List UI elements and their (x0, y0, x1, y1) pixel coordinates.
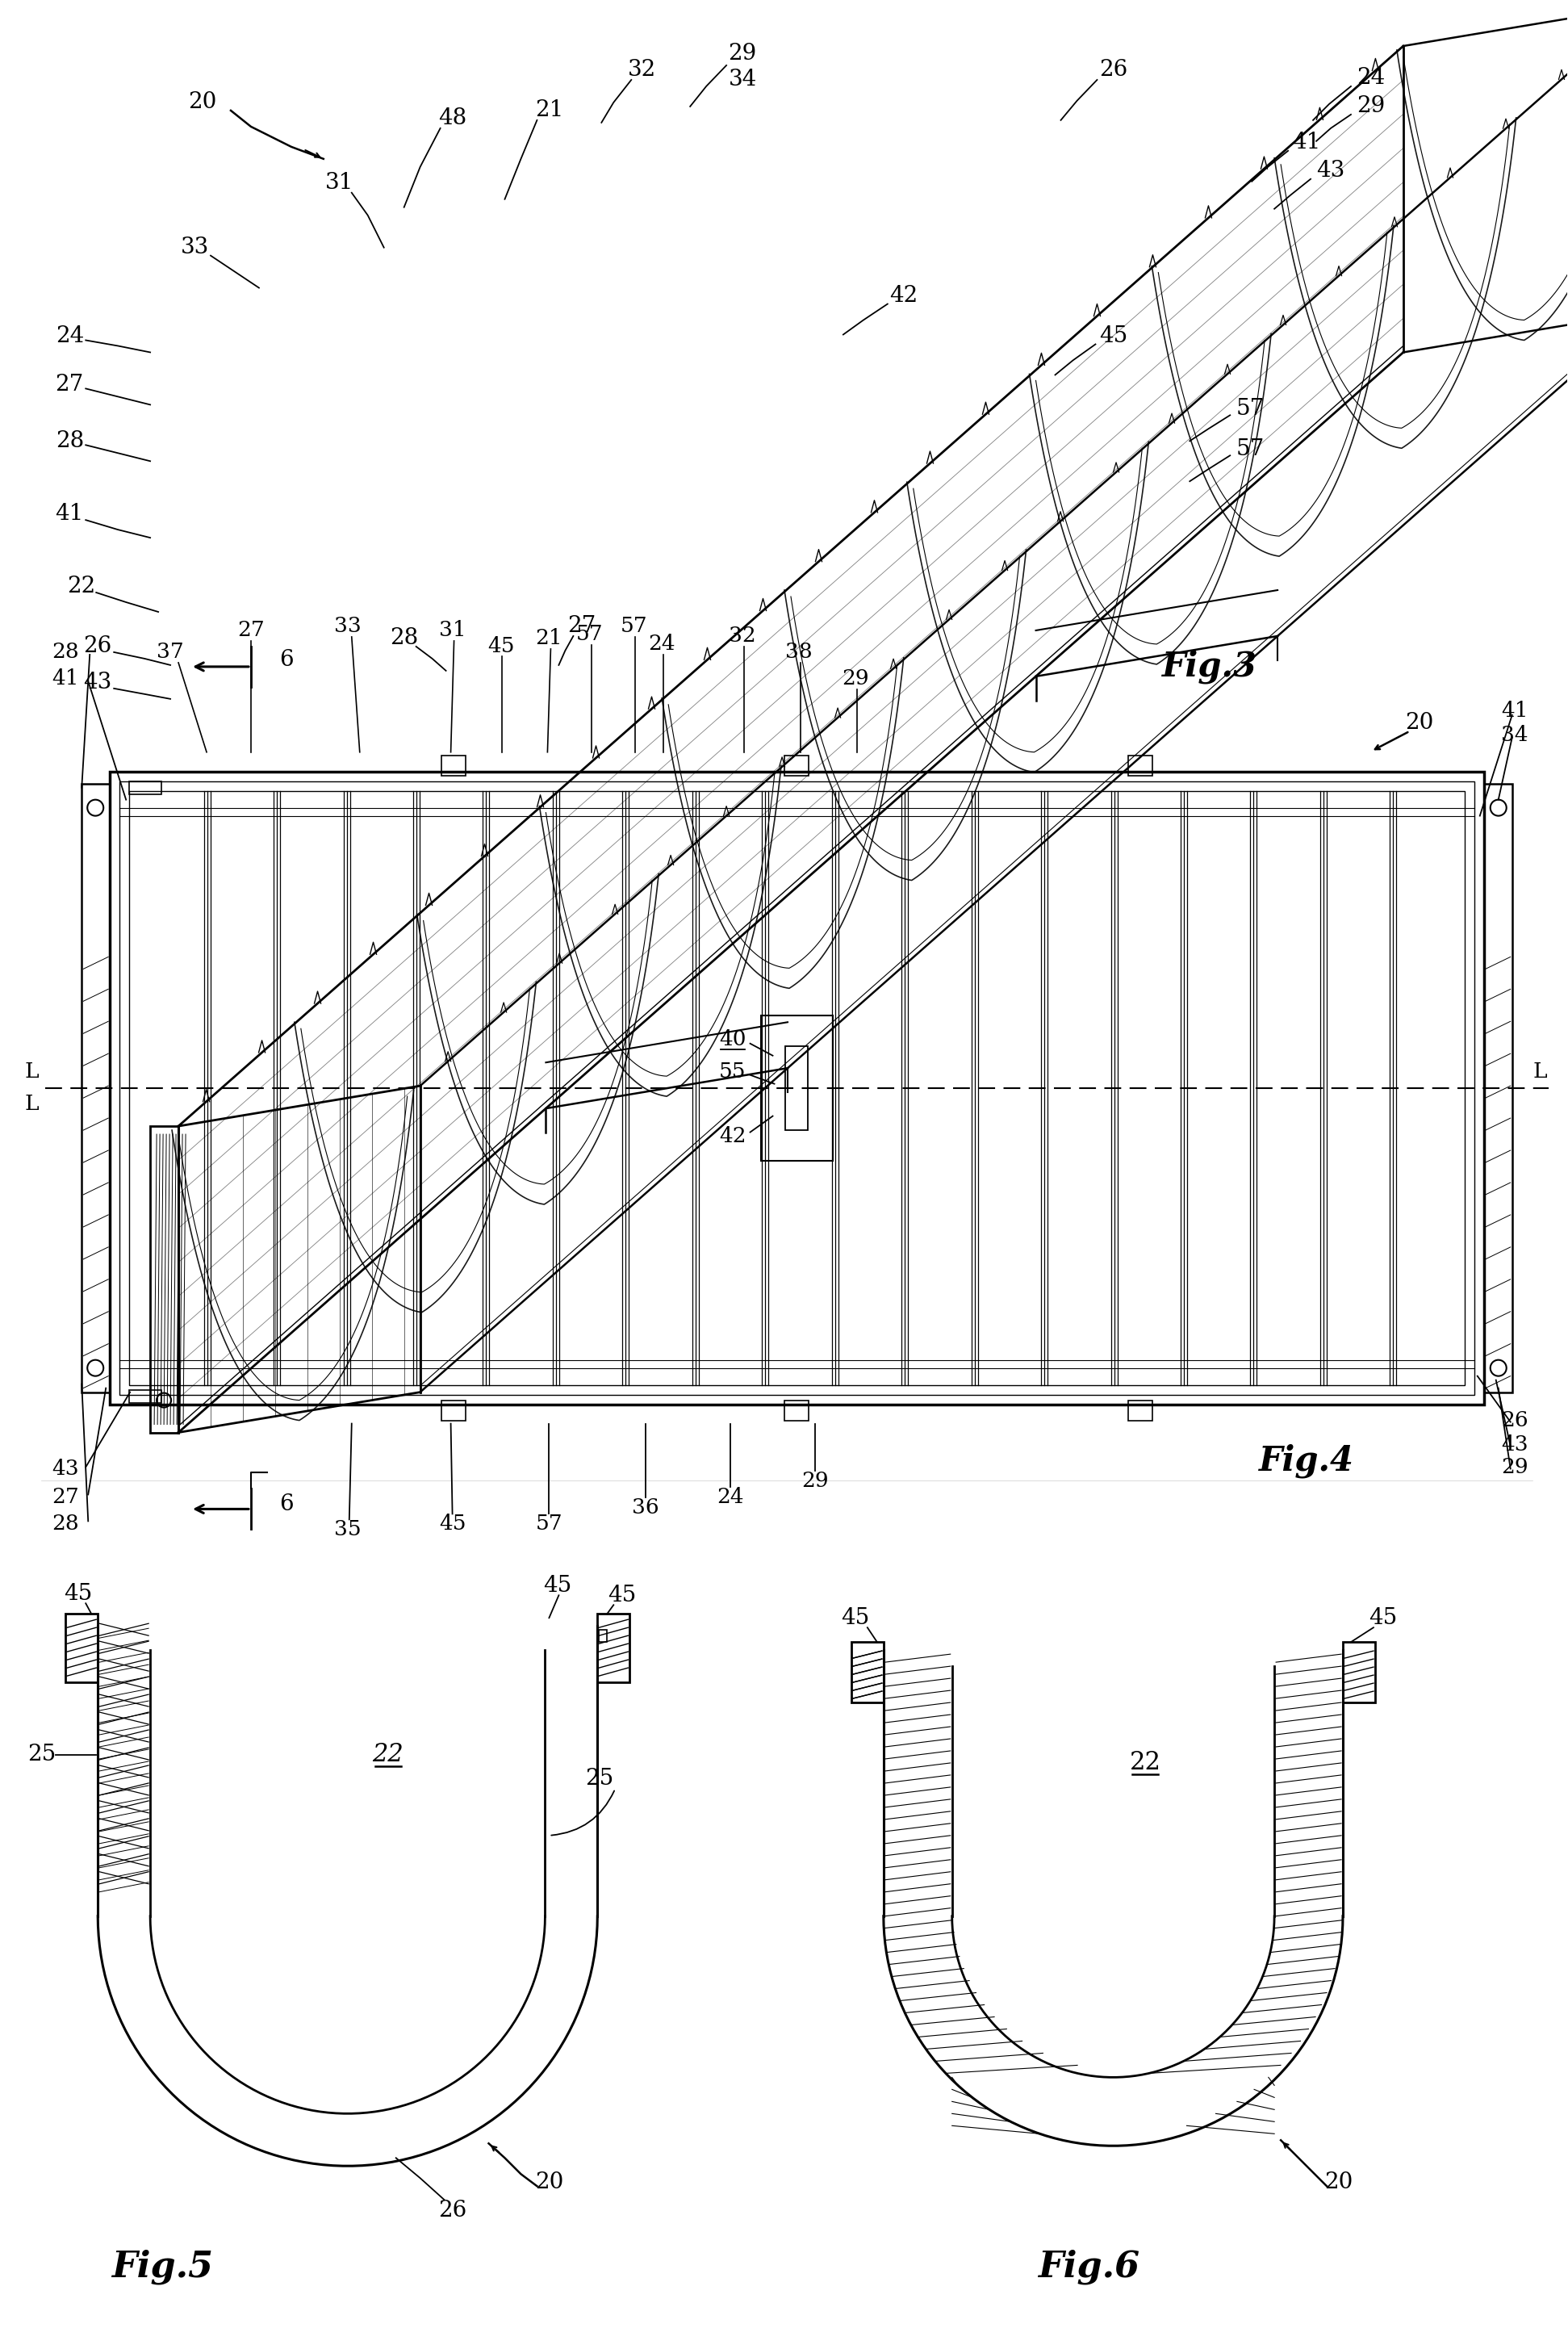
Text: 26: 26 (1501, 1409, 1529, 1430)
Text: 20: 20 (535, 2171, 563, 2193)
Text: 22: 22 (1129, 1749, 1162, 1775)
Text: 34: 34 (1501, 725, 1529, 746)
Text: Fig.5: Fig.5 (111, 2249, 213, 2284)
Text: 43: 43 (83, 673, 111, 694)
Text: 41: 41 (1292, 131, 1320, 155)
Text: 25: 25 (585, 1768, 613, 1789)
Text: 27: 27 (52, 1487, 80, 1508)
Bar (441, 1400, 466, 1421)
Text: 28: 28 (55, 429, 83, 453)
Text: 33: 33 (180, 237, 209, 258)
Text: L: L (25, 1062, 39, 1081)
Text: 25: 25 (27, 1745, 55, 1766)
Text: 34: 34 (728, 68, 757, 91)
Text: 20: 20 (188, 91, 216, 113)
Text: 45: 45 (488, 635, 514, 657)
Text: Fig.6: Fig.6 (1038, 2249, 1140, 2284)
Bar (110, 772, 1483, 1405)
Text: 57: 57 (619, 617, 648, 635)
Bar (599, 1630, 607, 1642)
Text: Fig.4: Fig.4 (1259, 1445, 1355, 1477)
Text: L: L (25, 1093, 39, 1114)
Text: 20: 20 (1325, 2171, 1353, 2193)
Text: 29: 29 (842, 668, 869, 689)
Text: 36: 36 (632, 1498, 660, 1517)
Text: 45: 45 (1099, 326, 1127, 347)
Text: 20: 20 (1405, 713, 1433, 734)
Text: 32: 32 (729, 626, 756, 647)
Bar (129, 1391, 162, 1402)
Text: 28: 28 (390, 628, 419, 650)
Text: 21: 21 (536, 628, 563, 650)
Text: 27: 27 (55, 373, 85, 396)
Text: 28: 28 (52, 643, 78, 661)
Text: 48: 48 (437, 108, 467, 129)
Text: 45: 45 (607, 1585, 637, 1606)
Text: 45: 45 (543, 1576, 571, 1597)
Text: 26: 26 (437, 2200, 467, 2221)
Text: 57: 57 (575, 624, 604, 645)
Text: 24: 24 (1356, 68, 1385, 89)
Text: 33: 33 (334, 617, 361, 635)
Text: 41: 41 (1501, 701, 1529, 722)
Text: 37: 37 (157, 643, 183, 661)
Text: 45: 45 (840, 1606, 870, 1630)
Text: 41: 41 (52, 668, 78, 689)
Bar (851, 1642, 883, 1702)
Text: 41: 41 (55, 502, 85, 525)
Text: 28: 28 (52, 1513, 78, 1534)
Text: 40: 40 (718, 1029, 746, 1051)
Text: 42: 42 (718, 1126, 746, 1147)
Text: 45: 45 (439, 1513, 466, 1534)
Text: 6: 6 (279, 1494, 293, 1515)
Text: 24: 24 (55, 326, 83, 347)
Text: 57: 57 (536, 1513, 563, 1534)
Bar (597, 1613, 630, 1681)
Text: 43: 43 (1317, 159, 1345, 183)
Text: 31: 31 (325, 171, 354, 195)
Text: 55: 55 (718, 1062, 746, 1081)
Text: 26: 26 (1099, 59, 1127, 82)
Text: Fig.3: Fig.3 (1162, 650, 1258, 685)
Text: 29: 29 (728, 42, 757, 66)
Bar (786, 1046, 808, 1130)
Text: 22: 22 (67, 575, 96, 598)
Text: 24: 24 (648, 633, 676, 654)
Bar (1129, 1400, 1152, 1421)
Bar (129, 790, 1465, 1386)
Text: 57: 57 (1236, 439, 1264, 460)
Text: 29: 29 (1501, 1456, 1529, 1477)
Text: 21: 21 (535, 98, 563, 122)
Bar (1129, 755, 1152, 776)
Text: 24: 24 (717, 1487, 743, 1508)
Bar (66, 1613, 97, 1681)
Text: 57: 57 (1236, 399, 1264, 420)
Text: 43: 43 (1501, 1435, 1529, 1454)
Text: 32: 32 (627, 59, 655, 82)
Text: 43: 43 (52, 1459, 78, 1480)
Text: 26: 26 (83, 635, 111, 657)
Bar (119, 781, 1474, 1395)
Bar (786, 755, 809, 776)
Bar (1483, 783, 1512, 1393)
Text: 27: 27 (237, 621, 265, 640)
Text: 6: 6 (279, 650, 293, 671)
Text: 29: 29 (1356, 96, 1385, 117)
Bar (1342, 1642, 1375, 1702)
Text: L: L (1534, 1062, 1548, 1081)
Text: 35: 35 (334, 1520, 361, 1538)
Text: 45: 45 (1369, 1606, 1397, 1630)
Text: 31: 31 (439, 621, 466, 640)
Text: 27: 27 (568, 614, 596, 638)
Bar (129, 781, 162, 795)
Text: 45: 45 (63, 1583, 93, 1604)
Text: 22: 22 (372, 1742, 403, 1768)
Bar (441, 755, 466, 776)
Bar (760, 1015, 833, 1161)
Text: 42: 42 (889, 286, 917, 307)
Text: 29: 29 (801, 1470, 828, 1491)
Text: 38: 38 (786, 643, 812, 661)
Bar (786, 1400, 809, 1421)
Bar (82, 783, 110, 1393)
